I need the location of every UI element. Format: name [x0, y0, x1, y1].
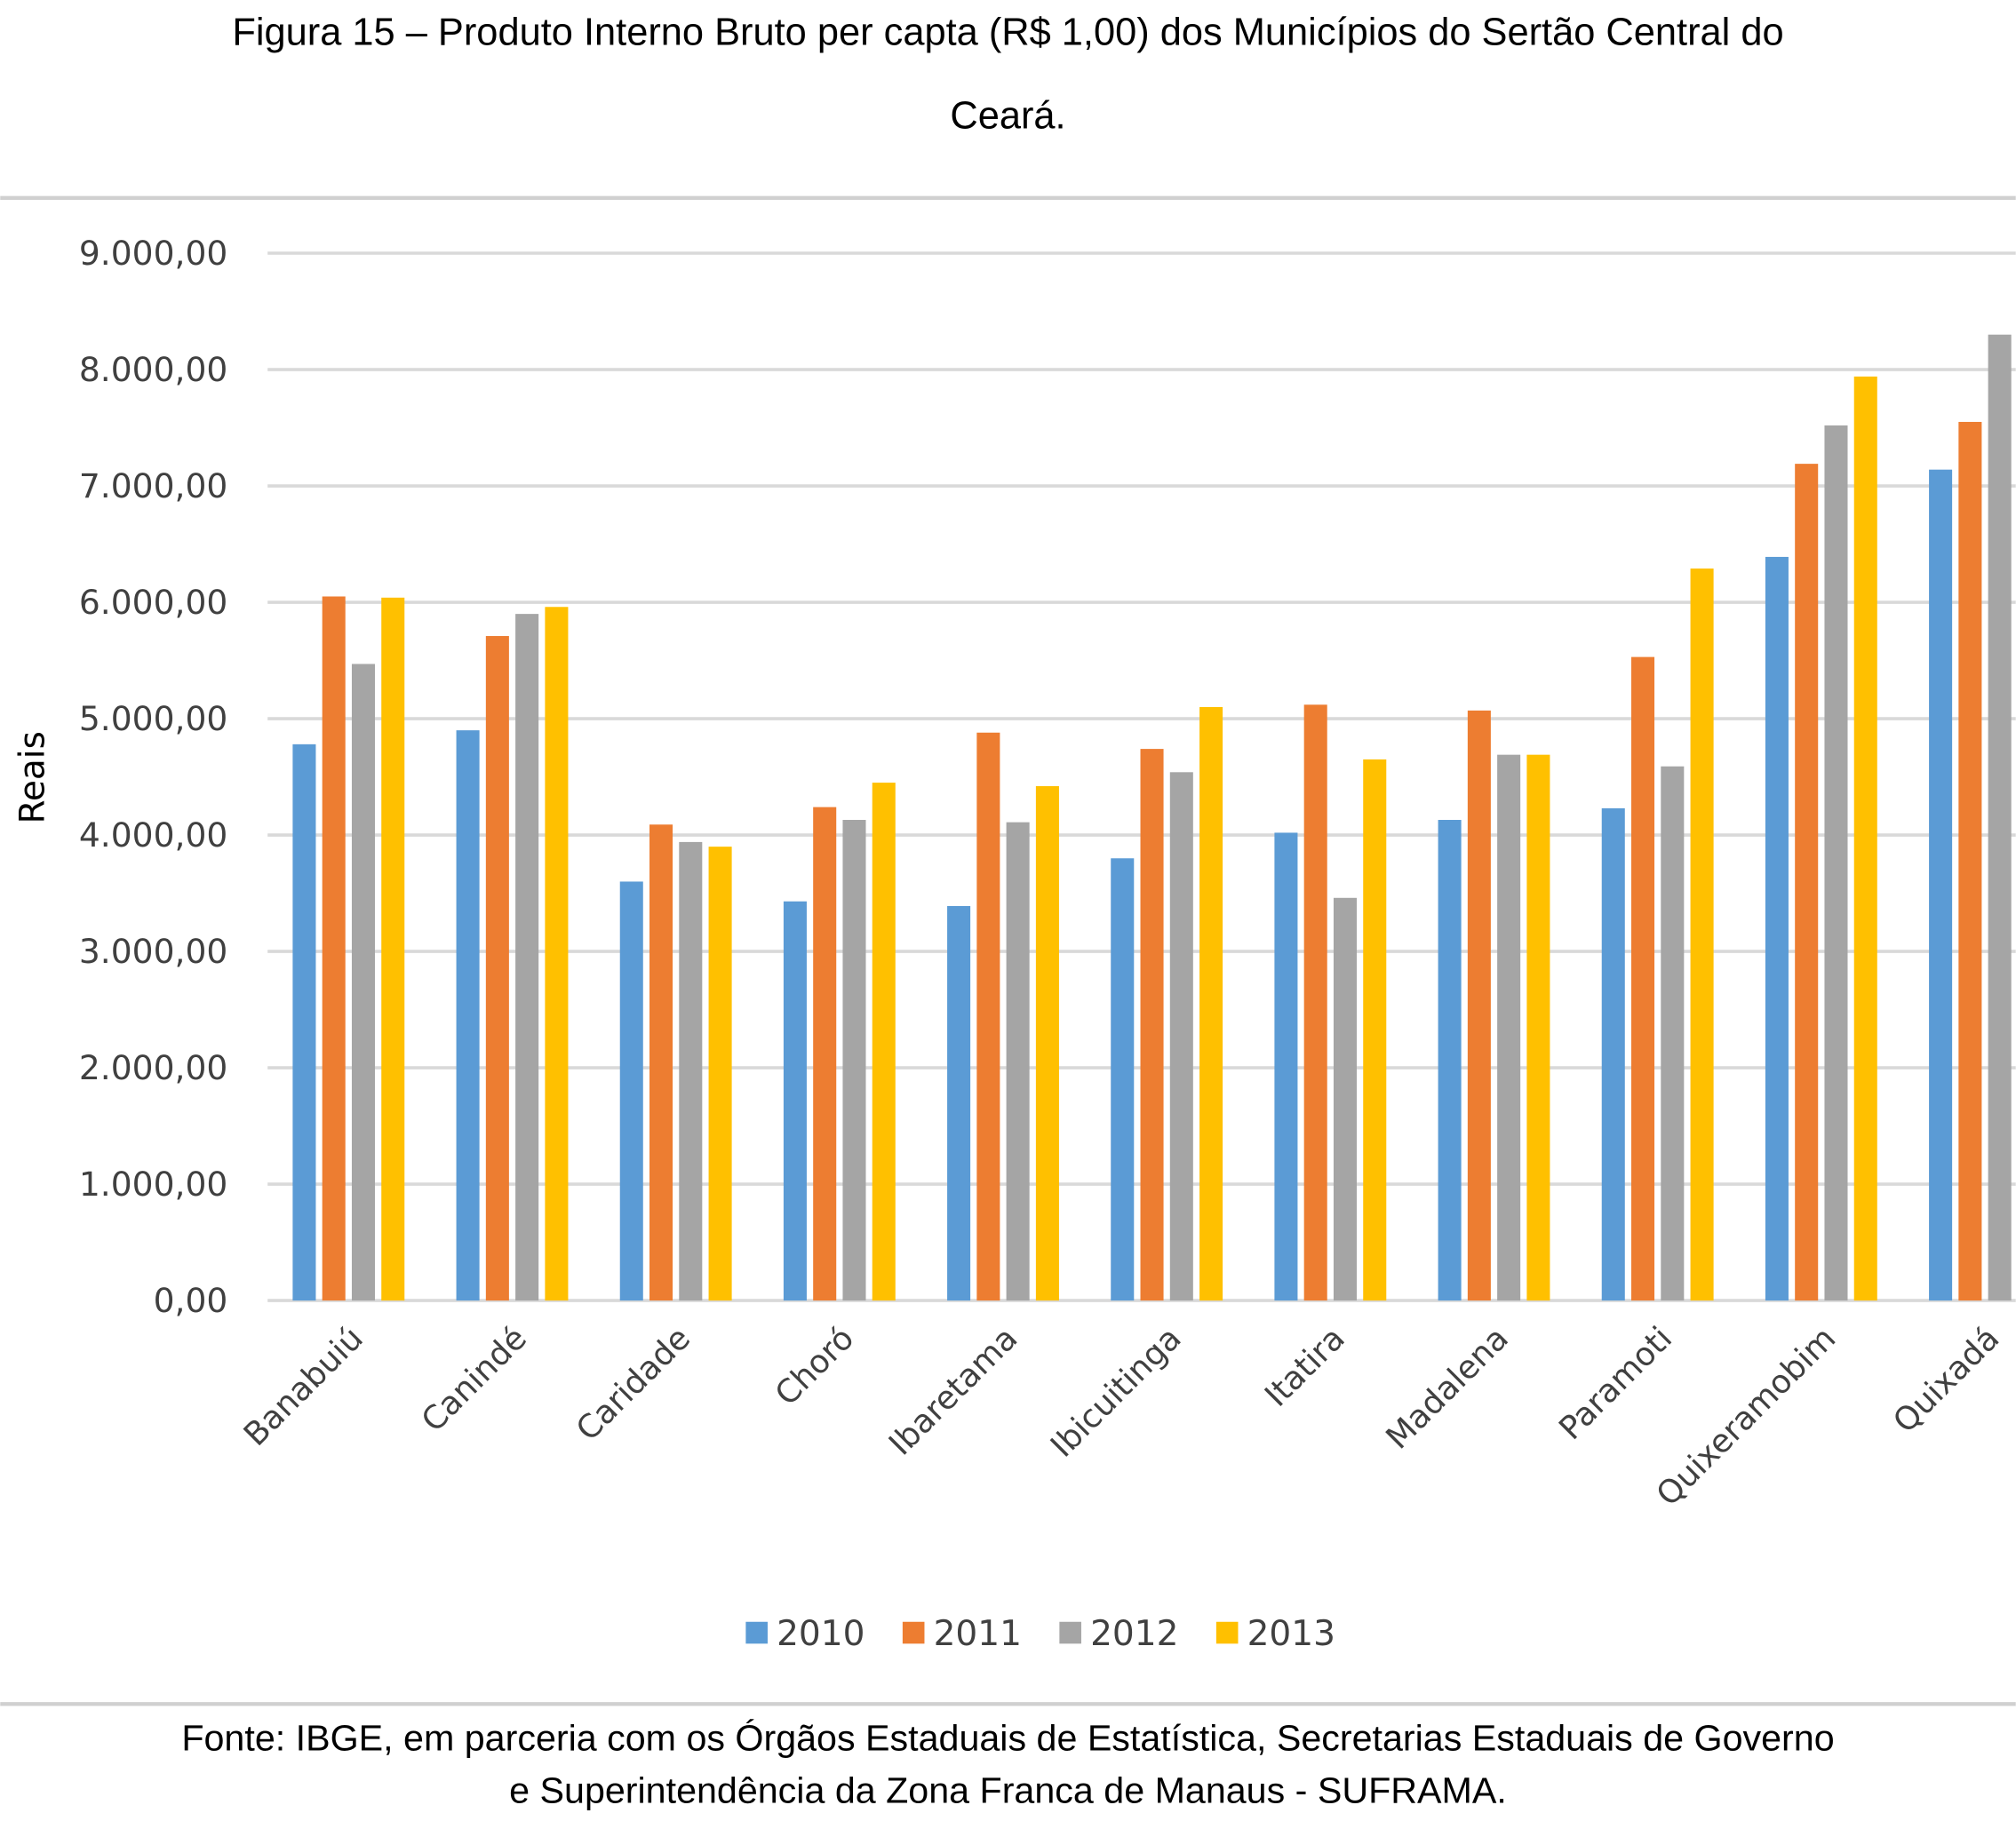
bar-2010-5 [1111, 858, 1135, 1301]
legend-label: 2012 [1090, 1614, 1178, 1654]
bar-2011-10 [1958, 421, 1982, 1301]
y-tick-label: 5.000,00 [79, 699, 227, 738]
legend-swatch-2012 [1059, 1621, 1081, 1644]
bar-2013-6 [1363, 759, 1387, 1301]
bar-2010-2 [619, 881, 643, 1301]
bar-2012-1 [515, 614, 539, 1301]
bar-2012-8 [1661, 766, 1685, 1301]
x-axis-labels: Banabuiú Canindé Caridade Choró Ibaretama Ibi… [236, 1319, 2007, 1514]
bar-2010-6 [1274, 832, 1298, 1301]
bar-2010-8 [1601, 807, 1625, 1301]
bar-2012-10 [1988, 334, 2012, 1301]
bar-2012-9 [1824, 425, 1848, 1301]
bar-2010-9 [1765, 556, 1789, 1301]
bar-2011-7 [1467, 710, 1491, 1301]
x-tick-label: Banabuiú [236, 1319, 371, 1453]
bar-2012-4 [1006, 822, 1030, 1301]
source-line2: e Superintendência da Zona Franca de Man… [509, 1770, 1507, 1811]
x-tick-label: Madalena [1378, 1319, 1516, 1457]
bar-2011-4 [976, 732, 1000, 1301]
bar-2010-3 [783, 901, 807, 1301]
y-tick-label: 1.000,00 [79, 1165, 227, 1204]
bar-2011-1 [485, 636, 509, 1301]
y-tick-label: 0,00 [154, 1281, 228, 1320]
x-tick-label: Ibaretama [881, 1319, 1025, 1463]
bar-2013-2 [708, 847, 732, 1301]
y-tick-label: 7.000,00 [79, 466, 227, 505]
bar-2011-5 [1140, 749, 1164, 1301]
bar-2013-3 [872, 783, 896, 1301]
y-tick-label: 9.000,00 [79, 234, 227, 273]
legend-swatch-2013 [1215, 1621, 1239, 1644]
bar-2013-0 [381, 597, 405, 1301]
bars [292, 334, 2012, 1301]
legend-label: 2011 [934, 1614, 1022, 1654]
y-tick-label: 4.000,00 [79, 815, 227, 855]
x-tick-label: Itatira [1257, 1319, 1352, 1414]
bar-2010-7 [1438, 820, 1462, 1301]
x-tick-label: Canindé [414, 1319, 534, 1439]
y-tick-label: 8.000,00 [79, 350, 227, 389]
legend-label: 2013 [1247, 1614, 1335, 1654]
legend-label: 2010 [777, 1614, 865, 1654]
legend-swatch-2011 [902, 1621, 925, 1644]
figure-title-line1: Figura 15 – Produto Interno Bruto per ca… [232, 12, 1783, 54]
legend: 2010 2011 2012 2013 [745, 1614, 1335, 1654]
bar-2012-6 [1333, 897, 1357, 1301]
y-tick-label: 2.000,00 [79, 1048, 227, 1087]
bar-2012-5 [1169, 772, 1193, 1301]
figure-title-line2: Ceará. [950, 95, 1065, 138]
bar-2013-5 [1199, 706, 1223, 1301]
y-tick-label: 3.000,00 [79, 932, 227, 971]
bar-2012-2 [679, 841, 703, 1301]
bar-2013-9 [1853, 376, 1877, 1301]
bar-2013-8 [1690, 569, 1714, 1301]
bar-2011-0 [322, 596, 346, 1301]
bar-2013-4 [1035, 786, 1059, 1301]
source-line1: Fonte: IBGE, em parceria com os Órgãos E… [181, 1717, 1834, 1758]
bar-2011-3 [813, 807, 837, 1301]
y-axis-label: Reais [12, 731, 52, 824]
y-axis-ticks: 0,00 1.000,00 2.000,00 3.000,00 4.000,00 5.00… [79, 234, 227, 1320]
x-tick-label: Caridade [569, 1319, 697, 1448]
bar-2010-0 [292, 744, 316, 1301]
bar-2010-10 [1929, 469, 1953, 1301]
bar-2010-1 [456, 730, 480, 1301]
x-tick-label: Choró [768, 1319, 862, 1413]
bar-2011-2 [649, 824, 673, 1301]
x-tick-label: Ibicuitinga [1043, 1319, 1189, 1465]
x-tick-label: Quixadá [1885, 1319, 2007, 1441]
bar-2013-7 [1526, 754, 1550, 1301]
bar-2011-8 [1631, 656, 1655, 1301]
bar-2011-9 [1795, 464, 1819, 1301]
y-tick-label: 6.000,00 [79, 583, 227, 622]
bar-2012-0 [351, 664, 375, 1301]
legend-swatch-2010 [745, 1621, 768, 1644]
bar-2012-7 [1497, 754, 1521, 1301]
bar-2013-1 [545, 607, 569, 1301]
bar-2011-6 [1303, 704, 1327, 1301]
bar-2012-3 [842, 820, 866, 1301]
x-tick-label: Quixeramobim [1648, 1319, 1843, 1514]
x-tick-label: Paramoti [1551, 1319, 1679, 1447]
bar-2010-4 [947, 905, 971, 1301]
